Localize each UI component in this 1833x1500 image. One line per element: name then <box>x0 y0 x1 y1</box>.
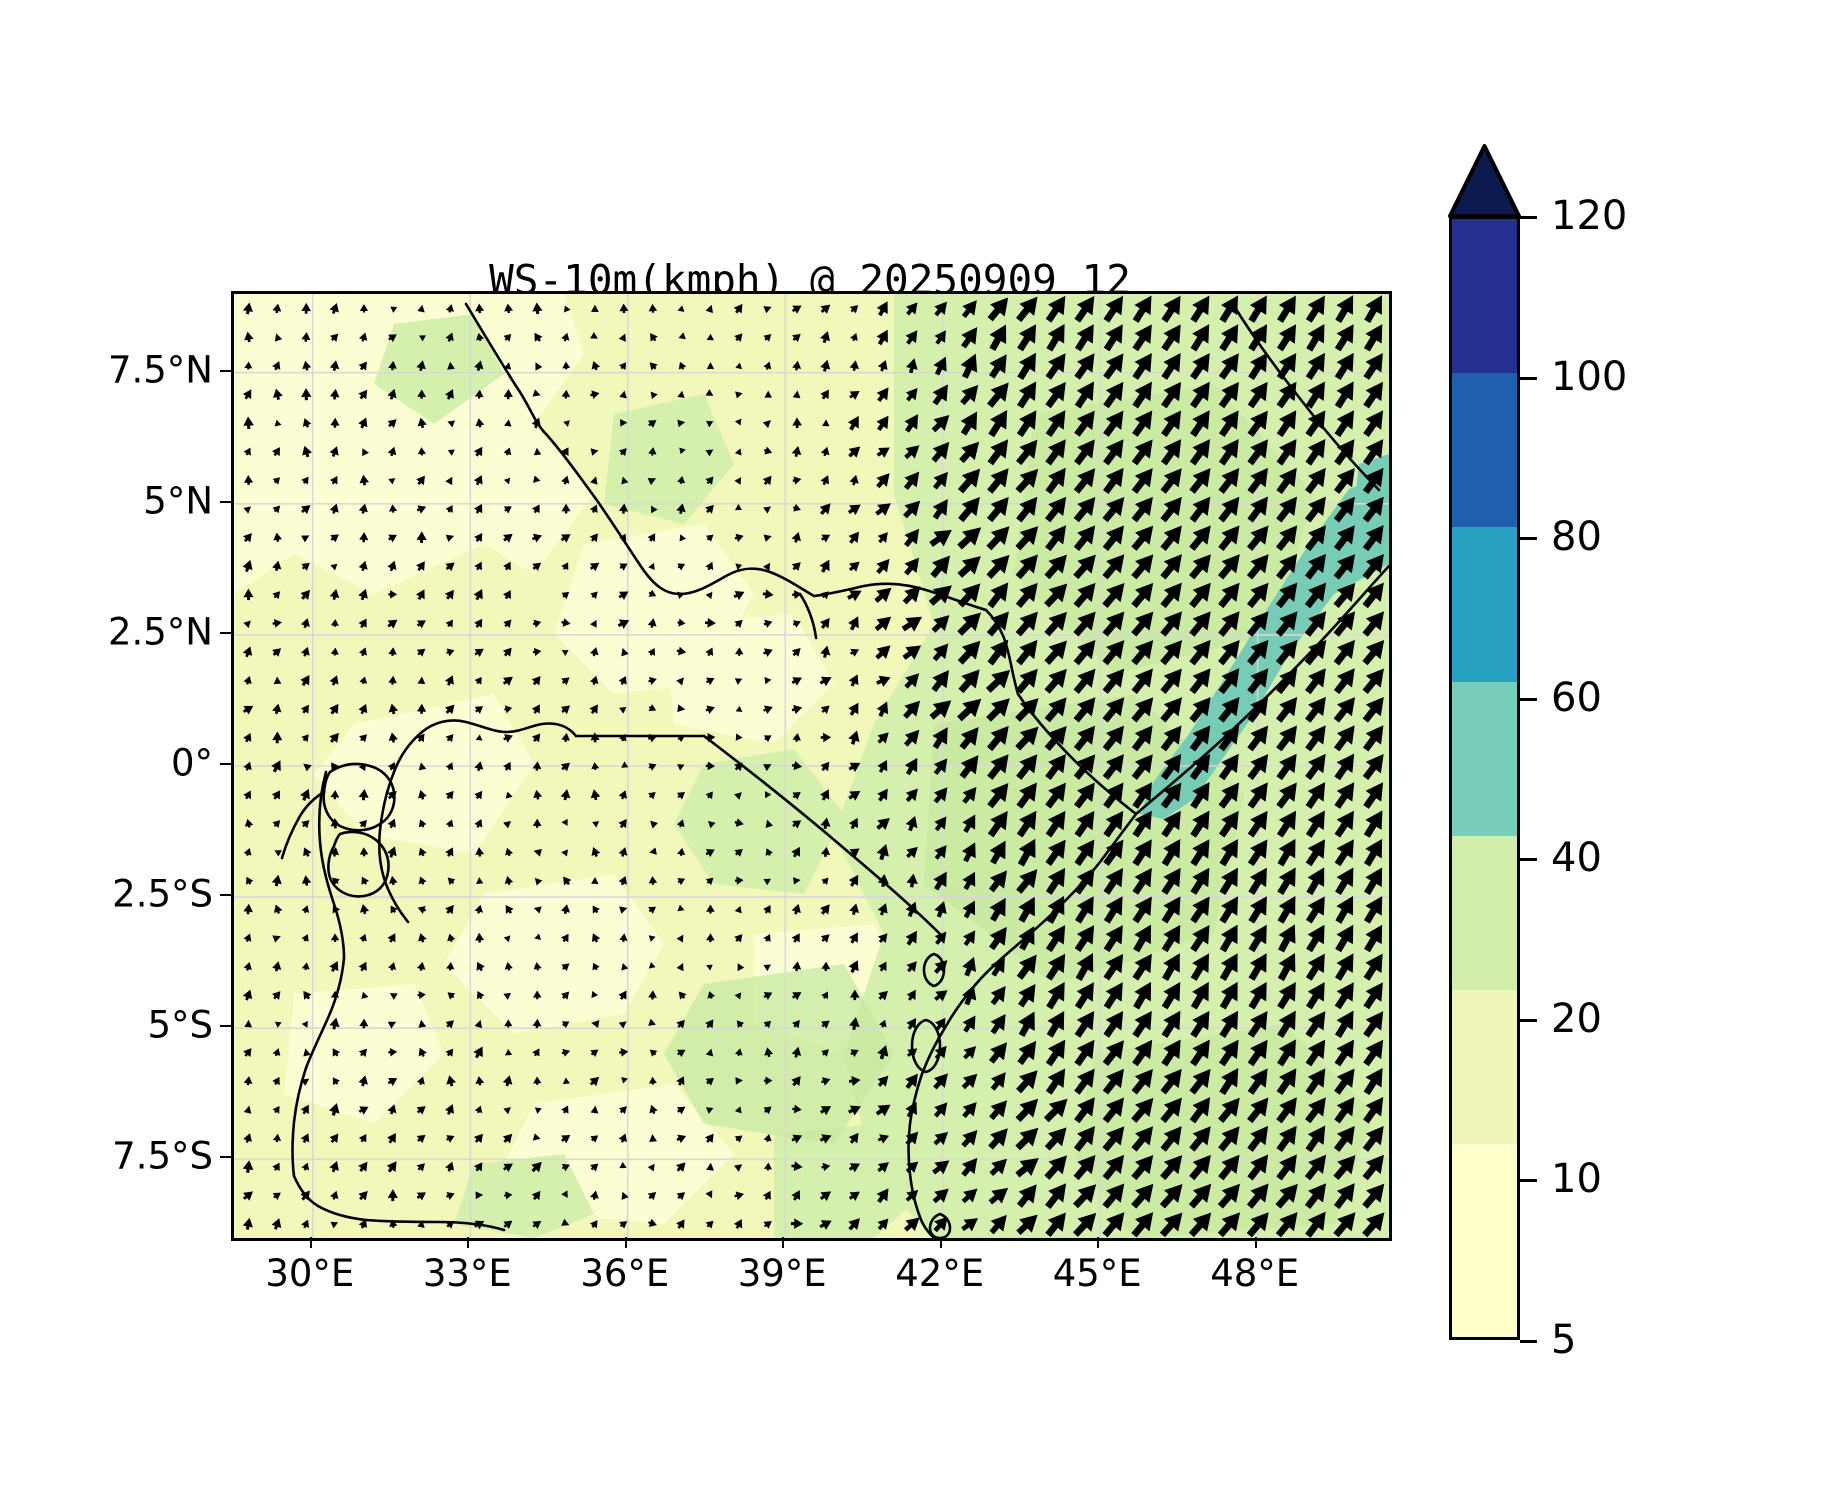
ytick-label-5-s: 5°S <box>147 1003 213 1047</box>
colorbar-bands <box>1449 216 1520 1340</box>
colorbar-tick-label-20: 20 <box>1551 995 1602 1042</box>
colorbar-tick-label-100: 100 <box>1551 353 1628 400</box>
colorbar-band-100-120 <box>1452 219 1517 374</box>
colorbar-tick-mark <box>1520 537 1537 541</box>
ytick-mark <box>220 763 231 765</box>
ytick-mark <box>220 500 231 503</box>
colorbar-tick-label-40: 40 <box>1551 835 1602 882</box>
colorbar-tick-label-10: 10 <box>1551 1156 1602 1203</box>
xtick-label-33e: 33°E <box>422 1252 512 1295</box>
xtick-label-42e: 42°E <box>895 1252 985 1295</box>
colorbar-tick-mark <box>1520 1179 1537 1183</box>
ytick-label-2-5-n: 2.5°N <box>107 610 213 654</box>
ytick-label-2-5-s: 2.5°S <box>112 872 213 916</box>
ytick-mark <box>220 369 231 372</box>
xtick-mark <box>1254 1237 1257 1248</box>
colorbar-tick-label-60: 60 <box>1551 674 1602 721</box>
colorbar-tick-label-80: 80 <box>1551 514 1602 561</box>
colorbar-tick-mark <box>1520 216 1537 219</box>
colorbar-band-20-40 <box>1452 835 1517 991</box>
ytick-label-7-5-n: 7.5°N <box>107 348 213 392</box>
xtick-label-39e: 39°E <box>737 1252 827 1295</box>
xtick-mark <box>939 1237 942 1248</box>
map-plot-area[interactable] <box>231 291 1392 1241</box>
xtick-label-36e: 36°E <box>580 1252 670 1295</box>
colorbar-tick-mark <box>1520 697 1537 701</box>
xtick-mark <box>309 1237 312 1248</box>
ytick-label-5-n: 5°N <box>143 479 213 523</box>
xtick-mark <box>624 1237 627 1248</box>
colorbar-band-10-20 <box>1452 990 1517 1145</box>
colorbar-band-60-80 <box>1452 527 1517 682</box>
ytick-mark <box>220 1156 231 1159</box>
colorbar[interactable] <box>1448 144 1521 1340</box>
colorbar-tick-label-120: 120 <box>1551 193 1628 239</box>
colorbar-tick-mark <box>1520 1340 1537 1343</box>
ytick-label-7-5-s: 7.5°S <box>112 1134 213 1178</box>
colorbar-tick-label-5: 5 <box>1551 1317 1577 1363</box>
xtick-label-30e: 30°E <box>265 1252 355 1295</box>
xtick-mark <box>1097 1237 1100 1248</box>
ytick-mark <box>220 894 231 897</box>
colorbar-band-5-10 <box>1452 1144 1517 1337</box>
colorbar-extend-arrow <box>1448 144 1521 218</box>
colorbar-tick-mark <box>1520 1018 1537 1022</box>
xtick-mark <box>467 1237 470 1248</box>
ytick-label-0: 0° <box>170 741 213 785</box>
xtick-mark <box>782 1237 785 1248</box>
ytick-mark <box>220 631 231 634</box>
colorbar-band-80-100 <box>1452 373 1517 528</box>
xtick-label-45e: 45°E <box>1052 1252 1142 1295</box>
colorbar-band-40-60 <box>1452 681 1517 836</box>
xtick-label-48e: 48°E <box>1210 1252 1300 1295</box>
colorbar-tick-mark <box>1520 858 1537 862</box>
ytick-mark <box>220 1025 231 1028</box>
colorbar-tick-mark <box>1520 376 1537 380</box>
wind-speed-field <box>234 294 1389 1238</box>
